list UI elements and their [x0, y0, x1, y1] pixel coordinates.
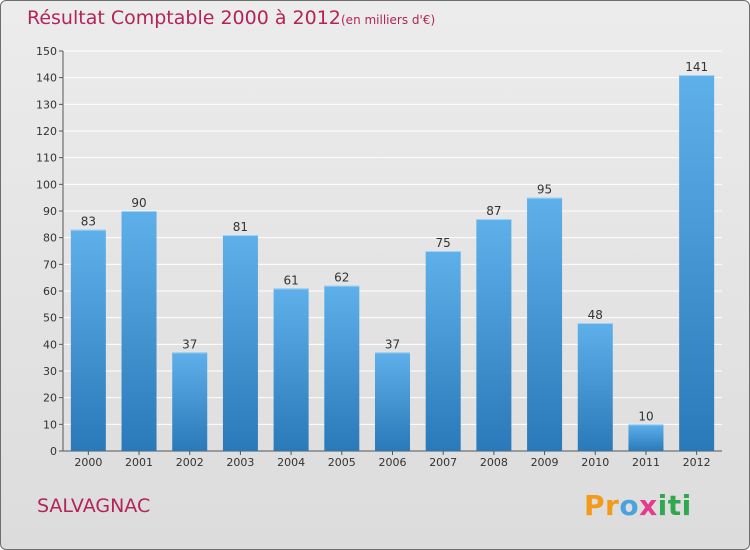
- x-tick-label: 2003: [226, 456, 254, 469]
- data-label: 141: [685, 60, 708, 74]
- y-tick-label: 70: [43, 258, 57, 271]
- y-tick-label: 0: [50, 445, 57, 458]
- data-label: 10: [638, 409, 653, 423]
- data-label: 37: [182, 337, 197, 351]
- proxiti-logo: Proxiti: [584, 489, 692, 522]
- chart-title: Résultat Comptable 2000 à 2012: [27, 7, 341, 29]
- x-tick-label: 2006: [379, 456, 407, 469]
- data-label: 95: [537, 183, 552, 197]
- bar-2012: [679, 75, 715, 451]
- data-label: 48: [588, 308, 603, 322]
- bar-2001: [121, 211, 157, 451]
- data-label: 37: [385, 337, 400, 351]
- bar-2011: [628, 424, 664, 451]
- y-tick-label: 40: [43, 338, 57, 351]
- x-tick-label: 2005: [328, 456, 356, 469]
- bar-2008: [476, 219, 512, 451]
- bar-2007: [425, 251, 461, 451]
- y-tick-label: 80: [43, 232, 57, 245]
- data-label: 87: [486, 204, 501, 218]
- bar-2009: [527, 197, 563, 451]
- x-tick-label: 2001: [125, 456, 153, 469]
- data-label: 81: [233, 220, 248, 234]
- x-tick-label: 2011: [632, 456, 660, 469]
- bar-2004: [273, 288, 309, 451]
- data-label: 75: [436, 236, 451, 250]
- y-tick-label: 20: [43, 392, 57, 405]
- data-label: 61: [283, 273, 298, 287]
- data-labels: 83 90 37 81 61 62 37 75 87 95 48 10 141: [81, 60, 708, 423]
- x-tick-label: 2007: [429, 456, 457, 469]
- x-tick-label: 2002: [176, 456, 204, 469]
- bar-2002: [172, 352, 208, 451]
- y-tick-label: 100: [36, 178, 57, 191]
- x-tick-label: 2008: [480, 456, 508, 469]
- x-tick-label: 2000: [74, 456, 102, 469]
- data-label: 90: [131, 196, 146, 210]
- bar-2010: [577, 323, 613, 451]
- data-label: 62: [334, 271, 349, 285]
- y-tick-label: 140: [36, 72, 57, 85]
- bars: [70, 75, 715, 451]
- chart-subtitle: (en milliers d'€): [341, 13, 436, 27]
- place-name: SALVAGNAC: [37, 495, 151, 517]
- x-tick-label: 2009: [531, 456, 559, 469]
- y-tick-label: 90: [43, 205, 57, 218]
- y-tick-label: 30: [43, 365, 57, 378]
- y-tick-label: 150: [36, 45, 57, 58]
- y-tick-label: 130: [36, 98, 57, 111]
- y-tick-label: 10: [43, 418, 57, 431]
- bar-2000: [70, 229, 106, 451]
- x-tick-label: 2004: [277, 456, 305, 469]
- x-tick-label: 2012: [683, 456, 711, 469]
- bar-2003: [222, 235, 258, 451]
- y-tick-label: 60: [43, 285, 57, 298]
- bar-2005: [324, 285, 360, 451]
- y-tick-label: 110: [36, 152, 57, 165]
- bar-2006: [375, 352, 410, 451]
- y-tick-label: 50: [43, 312, 57, 325]
- y-tick-label: 120: [36, 125, 57, 138]
- data-label: 83: [81, 215, 96, 229]
- x-tick-label: 2010: [581, 456, 609, 469]
